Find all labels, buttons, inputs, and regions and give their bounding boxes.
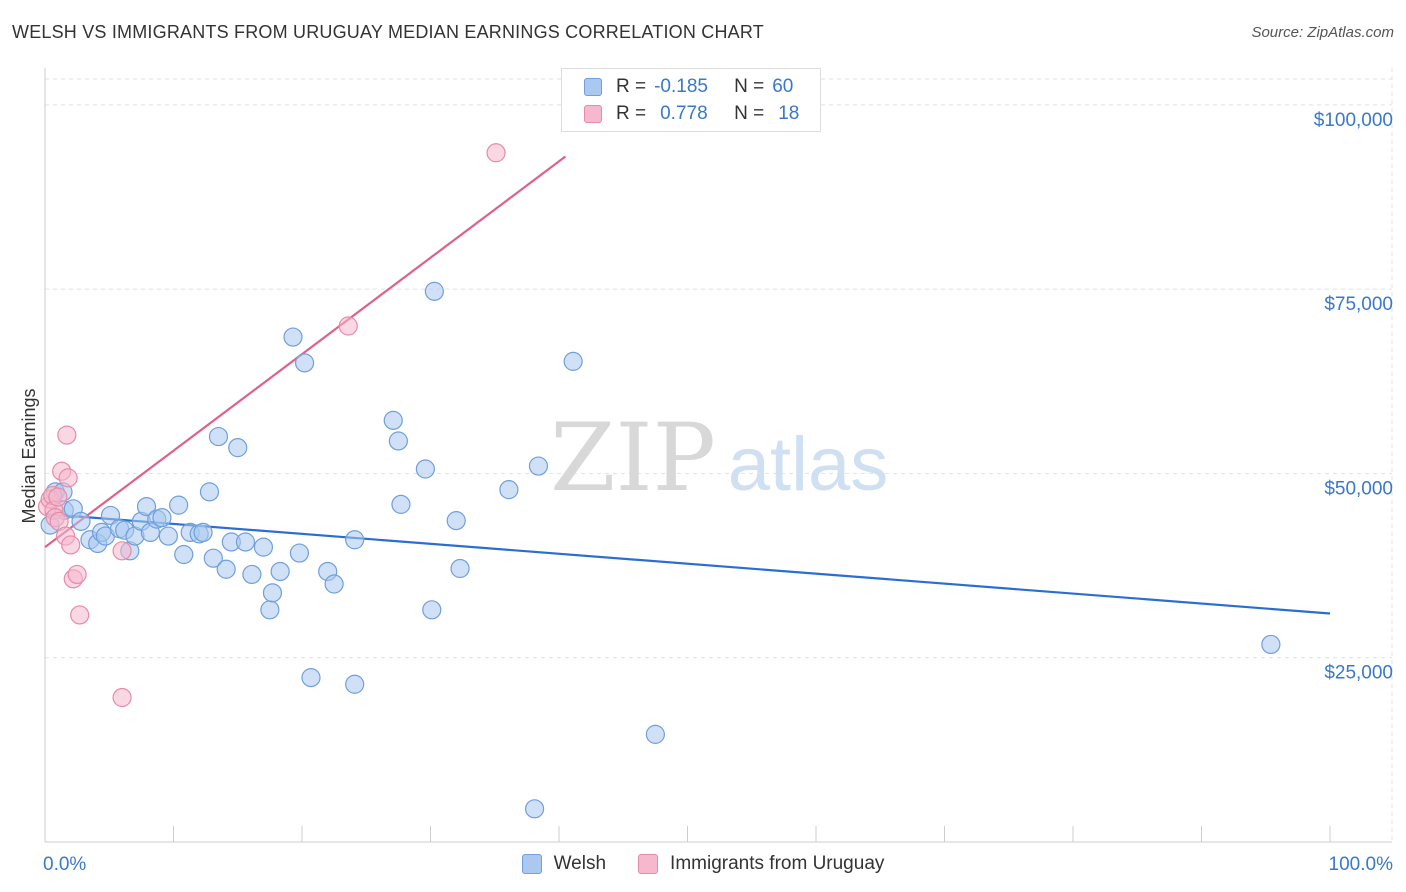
uruguay-point — [112, 687, 132, 708]
welsh-point — [1261, 634, 1281, 655]
watermark: ZIP atlas — [550, 404, 888, 513]
welsh-point — [253, 537, 274, 557]
legend-r-label: R = — [616, 103, 647, 124]
welsh-point — [446, 511, 466, 531]
welsh-point — [294, 353, 315, 373]
welsh-point — [169, 495, 189, 515]
welsh-point — [100, 505, 121, 526]
y-tick-label: $75,000 — [1324, 294, 1393, 315]
welsh-swatch — [584, 78, 602, 96]
uruguay-trend-line — [44, 155, 567, 549]
legend-r-value: -0.185 — [654, 76, 708, 97]
legend-row-welsh: R = -0.185 N = 60 — [584, 75, 793, 99]
watermark-atlas: atlas — [728, 422, 889, 507]
legend-n-value: 60 — [772, 76, 794, 97]
welsh-point — [242, 564, 262, 585]
axes — [44, 68, 1392, 843]
welsh-point — [158, 526, 178, 546]
welsh-point — [450, 558, 470, 579]
welsh-point — [203, 548, 223, 568]
uruguay-point — [67, 564, 87, 585]
uruguay-point — [61, 535, 81, 555]
legend-n-label: N = — [734, 76, 765, 97]
welsh-point — [528, 456, 549, 476]
uruguay-point — [486, 143, 506, 163]
axis-labels: $25,000 $50,000 $75,000 $100,000 0.0% 100.0% M… — [19, 110, 1393, 875]
legend-label-welsh: Welsh — [553, 853, 607, 874]
y-tick-label: $50,000 — [1324, 478, 1393, 499]
data-points — [37, 143, 1281, 819]
welsh-point — [235, 532, 256, 552]
welsh-point — [262, 583, 283, 603]
uruguay-swatch — [638, 854, 659, 874]
welsh-point — [383, 410, 403, 430]
welsh-point — [345, 674, 365, 694]
welsh-point — [283, 327, 303, 347]
trend-lines — [44, 155, 1331, 615]
welsh-point — [228, 438, 248, 458]
uruguay-point — [338, 316, 358, 336]
grid-lines — [45, 68, 1393, 842]
uruguay-point — [58, 468, 78, 488]
welsh-point — [260, 600, 280, 620]
uruguay-point — [48, 487, 68, 507]
welsh-point — [499, 480, 519, 500]
uruguay-point — [70, 605, 90, 625]
welsh-point — [270, 561, 290, 582]
welsh-point — [301, 668, 321, 688]
series-legend: Welsh Immigrants from Uruguay — [0, 851, 1406, 877]
uruguay-swatch — [584, 105, 602, 123]
uruguay-point — [112, 541, 132, 561]
legend-n-value: 18 — [778, 103, 800, 124]
welsh-point — [199, 482, 220, 502]
y-axis-title: Median Earnings — [19, 388, 39, 523]
welsh-point — [152, 508, 172, 528]
y-tick-label: $100,000 — [1314, 110, 1393, 131]
x-tick-label-max: 100.0% — [1329, 854, 1394, 875]
welsh-point — [424, 281, 444, 301]
welsh-point — [324, 574, 344, 594]
welsh-point — [524, 799, 545, 819]
legend-item-uruguay[interactable]: Immigrants from Uruguay — [638, 851, 884, 877]
watermark-zip: ZIP — [550, 404, 716, 513]
legend-r-label: R = — [616, 76, 647, 97]
welsh-point — [71, 511, 91, 531]
legend-label-uruguay: Immigrants from Uruguay — [670, 853, 885, 874]
correlation-legend: R = -0.185 N = 60 R = 0.778 N = 18 — [561, 68, 821, 132]
chart-title: WELSH VS IMMIGRANTS FROM URUGUAY MEDIAN … — [12, 22, 764, 42]
welsh-trend-line — [44, 512, 1331, 615]
welsh-point — [216, 559, 236, 579]
legend-item-welsh[interactable]: Welsh — [521, 851, 607, 877]
welsh-point — [388, 431, 408, 451]
welsh-point — [289, 543, 310, 563]
legend-row-uruguay: R = 0.778 N = 18 — [584, 102, 799, 126]
welsh-point — [422, 600, 442, 620]
x-tick-label-min: 0.0% — [43, 854, 86, 875]
welsh-swatch — [521, 854, 542, 874]
welsh-point — [415, 459, 435, 479]
welsh-point — [174, 544, 194, 565]
welsh-point — [645, 724, 665, 744]
legend-n-label: N = — [734, 103, 765, 124]
welsh-point — [193, 522, 213, 543]
uruguay-point — [57, 425, 77, 445]
welsh-point — [563, 351, 583, 371]
y-tick-label: $25,000 — [1324, 663, 1393, 684]
welsh-point — [136, 497, 157, 517]
legend-r-value: 0.778 — [660, 103, 708, 124]
welsh-point — [208, 426, 229, 447]
source-label: Source: ZipAtlas.com — [1251, 24, 1394, 41]
welsh-point — [345, 530, 365, 550]
welsh-point — [391, 494, 411, 514]
